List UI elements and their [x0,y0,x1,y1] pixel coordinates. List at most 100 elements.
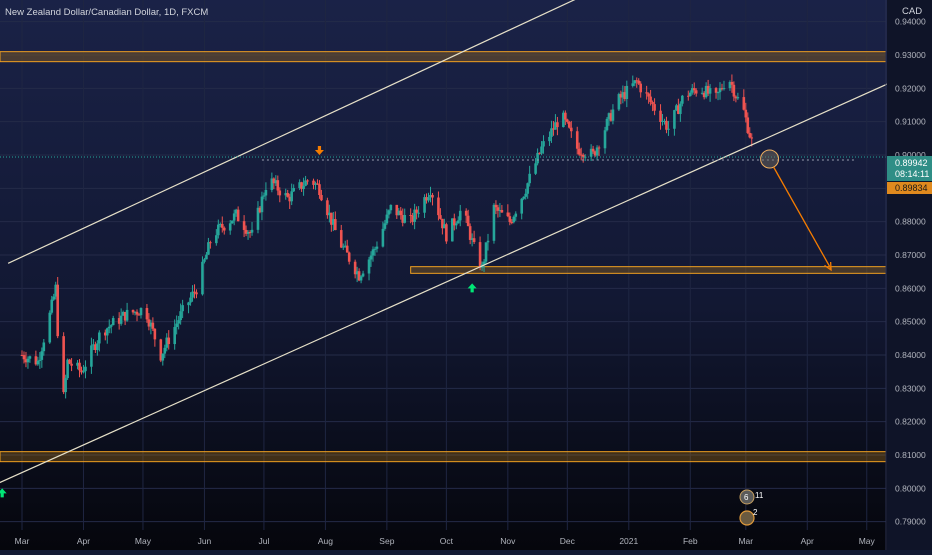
candle-body [403,214,407,223]
candle-body [389,204,393,211]
candle-body [651,102,654,105]
candle-body [80,370,83,373]
candle-body [109,325,113,327]
candle-body [191,291,194,298]
candle-body [730,81,734,85]
candle-body [258,207,262,213]
time-tick-label: May [859,536,876,546]
candle-body [411,215,414,222]
time-tick-label: Jun [198,536,212,546]
candle-body [256,207,260,230]
price-tick-label: 0.90000 [895,150,926,160]
event-badges[interactable]: 6 11 2 [739,489,764,526]
time-tick-label: Apr [77,536,90,546]
candle-body [681,95,684,104]
candle-body [653,104,656,111]
candle-body [165,337,169,348]
time-tick-label: Aug [318,536,333,546]
candle-body [371,249,375,256]
candle-body [217,224,220,236]
candle-body [145,308,149,320]
candle-body [581,154,585,158]
candle-body [550,128,553,137]
candle-body [373,248,377,250]
projection-arrow-line [773,166,832,270]
currency-label: CAD [902,6,922,17]
time-axis[interactable]: Mar Apr May Jun Jul Aug Sep Oct Nov Dec 2021 Feb Mar… [15,536,876,546]
time-tick-label: May [135,536,152,546]
candle-body [562,112,565,128]
candle-body [679,103,682,114]
candle-body [228,223,232,231]
candle-body [34,356,38,365]
candle-body [732,84,736,97]
candle-body [617,94,621,110]
candle-body [520,198,524,214]
candle-body [526,183,529,194]
candle-body [167,337,171,345]
candle-body [637,80,641,84]
candle-body [748,132,752,138]
projection-arrowhead-icon [824,261,832,272]
price-zone [0,51,887,63]
candle-body [417,212,420,214]
candle-body [375,246,379,249]
candle-body [619,94,623,98]
candle-body [203,259,206,262]
candle-body [579,154,583,156]
candle-body [320,194,323,201]
candle-body [593,151,597,156]
candle-body [278,190,282,196]
price-tick-label: 0.84000 [895,350,926,360]
candle-body [82,371,85,373]
candle-body [288,196,292,202]
price-tick-label: 0.94000 [895,17,926,27]
candle-body [98,332,101,344]
candle-body [456,220,460,224]
candle-body [274,180,278,184]
candle-body [383,223,387,229]
candle-body [591,148,595,152]
candle-body [439,215,442,219]
candle-body [387,210,391,215]
candle-body [219,223,222,225]
candle-body [718,88,722,93]
candle-body [302,185,305,190]
candle-body [409,214,412,216]
candle-body [700,92,704,94]
candle-body [611,109,615,121]
candle-body [78,362,81,371]
candle-body [353,261,357,275]
candle-body [399,210,403,216]
candle-body [510,222,514,224]
symbol-title[interactable]: New Zealand Dollar/Canadian Dollar, 1D, … [5,7,208,18]
candle-body [528,173,531,184]
candle-body [68,359,71,364]
candle-body [728,81,732,89]
candle-body [300,182,303,190]
time-tick-label: Mar [738,536,753,546]
candle-body [151,322,155,329]
candle-body [706,85,710,94]
candle-body [264,189,268,196]
news-badge-icon[interactable] [739,489,755,505]
candle-body [345,245,349,253]
candle-body [496,207,500,211]
candle-body [437,197,440,216]
earnings-badge-icon[interactable] [739,510,755,526]
candle-body [512,216,516,223]
candle-body [135,311,139,315]
candle-body [734,96,738,99]
candle-body [443,224,446,229]
candle-body [750,137,754,139]
candle-body [179,311,182,321]
candle-body [708,88,712,94]
candle-body [484,242,488,262]
candle-body [744,109,748,118]
price-tick-label: 0.79000 [895,517,926,527]
candle-body [686,95,690,97]
candle-body [339,230,343,248]
candle-body [131,309,135,313]
candle-body [20,355,24,356]
